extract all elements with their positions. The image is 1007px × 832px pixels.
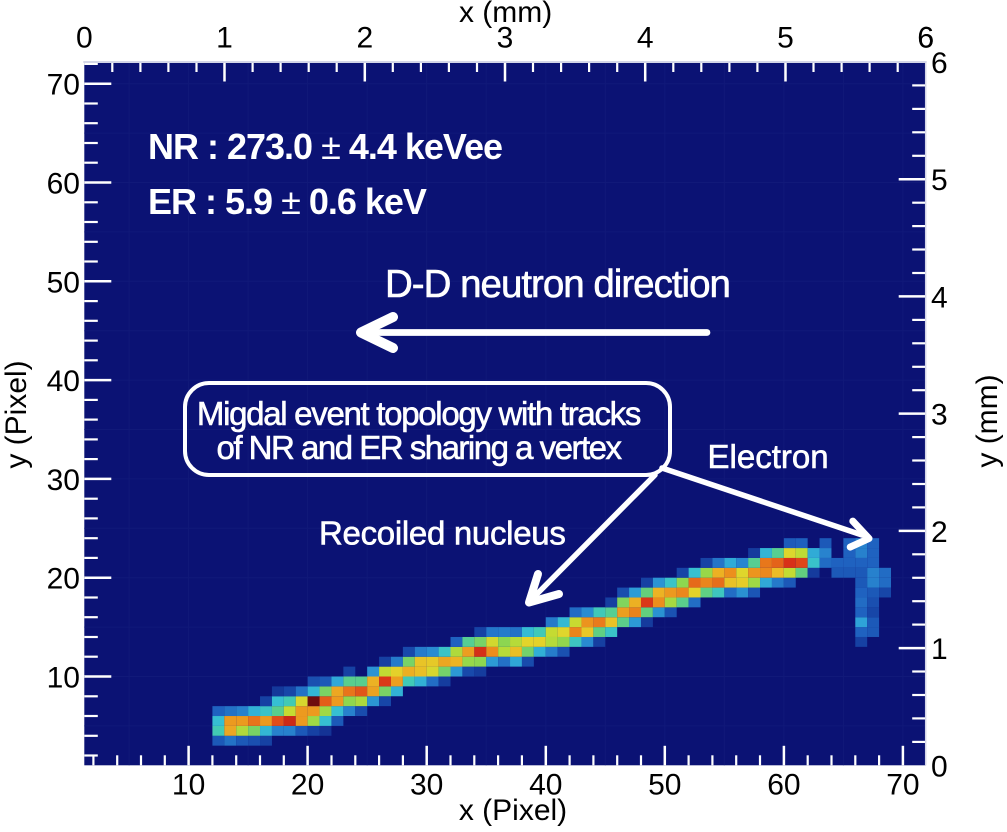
svg-text:10: 10 — [47, 662, 80, 695]
svg-text:20: 20 — [47, 563, 80, 596]
svg-text:Recoiled nucleus: Recoiled nucleus — [319, 515, 566, 552]
svg-text:5: 5 — [777, 22, 794, 55]
svg-text:60: 60 — [767, 769, 800, 802]
svg-text:D-D neutron direction: D-D neutron direction — [385, 263, 730, 306]
svg-text:70: 70 — [886, 769, 919, 802]
svg-text:y (Pixel): y (Pixel) — [0, 360, 33, 468]
svg-text:2: 2 — [931, 516, 948, 549]
svg-text:20: 20 — [291, 769, 324, 802]
svg-text:6: 6 — [931, 47, 948, 80]
svg-text:1: 1 — [931, 633, 948, 666]
svg-text:50: 50 — [47, 266, 80, 299]
svg-text:4: 4 — [637, 22, 654, 55]
svg-text:70: 70 — [47, 69, 80, 102]
svg-text:2: 2 — [356, 22, 373, 55]
svg-text:0: 0 — [76, 22, 93, 55]
svg-text:30: 30 — [410, 769, 443, 802]
svg-text:ER : 5.9 ± 0.6 keV: ER : 5.9 ± 0.6 keV — [148, 181, 427, 222]
svg-text:Migdal event topology with tra: Migdal event topology with tracks — [197, 395, 641, 432]
svg-text:40: 40 — [529, 769, 562, 802]
svg-text:6: 6 — [917, 22, 934, 55]
svg-text:x (Pixel): x (Pixel) — [459, 794, 567, 827]
svg-text:4: 4 — [931, 281, 948, 314]
svg-text:0: 0 — [931, 750, 948, 783]
svg-text:Electron: Electron — [708, 438, 829, 475]
svg-text:3: 3 — [931, 399, 948, 432]
svg-text:1: 1 — [216, 22, 233, 55]
svg-text:5: 5 — [931, 164, 948, 197]
svg-text:40: 40 — [47, 365, 80, 398]
svg-text:30: 30 — [47, 464, 80, 497]
svg-text:50: 50 — [648, 769, 681, 802]
svg-text:3: 3 — [497, 22, 514, 55]
svg-text:NR : 273.0 ± 4.4 keVee: NR : 273.0 ± 4.4 keVee — [148, 126, 502, 167]
svg-text:10: 10 — [172, 769, 205, 802]
svg-text:x (mm): x (mm) — [459, 0, 552, 29]
svg-text:of NR and ER sharing a vertex: of NR and ER sharing a vertex — [216, 429, 622, 466]
svg-text:y (mm): y (mm) — [971, 374, 1004, 467]
svg-text:60: 60 — [47, 168, 80, 201]
svg-text:6: 6 — [917, 22, 934, 55]
